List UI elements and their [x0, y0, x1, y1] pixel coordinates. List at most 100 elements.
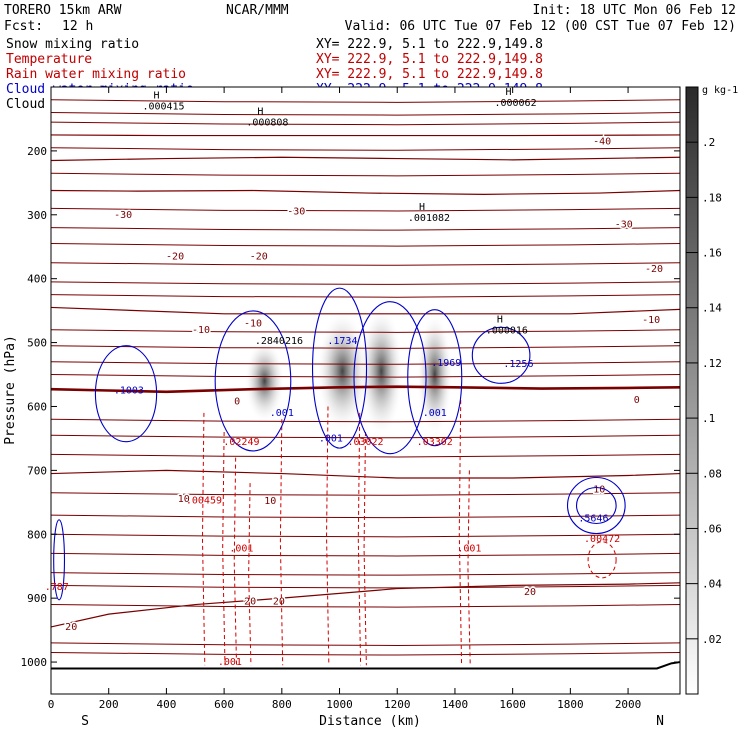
rain-contour: [363, 432, 367, 666]
maximum-label: .001: [319, 434, 343, 445]
isotherm-label: -30: [615, 219, 633, 230]
rain-contour: [326, 406, 330, 666]
colorbar-tick-label: .02: [702, 633, 722, 646]
rain-contour: [587, 541, 617, 579]
rain-contour: [458, 400, 463, 666]
snow-shade-blob: [416, 312, 453, 437]
isotherm-label: 20: [65, 622, 77, 633]
isotherm-label: 10: [593, 485, 605, 496]
axes: 0 200 400 600 800 1000 1200 1400 1600 1800 2000200…: [21, 87, 680, 729]
high-marker: H: [419, 202, 425, 213]
isotherm-line: [50, 572, 681, 576]
isotherm-line: [50, 172, 681, 177]
rain-contour: [201, 412, 206, 666]
cloud-water-contour: [566, 476, 626, 535]
org-label: NCAR/MMM: [226, 3, 289, 18]
maximum-label: .1003: [114, 386, 144, 397]
y-tick-label: 500: [27, 337, 47, 350]
isotherm-line: [50, 514, 681, 519]
isotherm--20: [50, 189, 681, 195]
isotherm-label: -10: [192, 325, 210, 336]
temperature-contours: -40 -30 -30 -30 -20 -20 -20 -10 -10 -10 0 0 10 10 10 20…: [50, 99, 681, 656]
y-tick-label: 800: [27, 528, 47, 541]
isotherm-label: -20: [250, 251, 268, 262]
isotherm-line: [50, 604, 681, 608]
cloud-water-contour: [311, 287, 368, 449]
terrain-line: [51, 661, 681, 670]
maximum-label: .1256: [503, 359, 533, 370]
colorbar-tick-label: .04: [702, 578, 722, 591]
isotherm-line: [50, 492, 681, 496]
colorbar-unit: g kg-1: [702, 85, 738, 96]
colorbar-tick-label: .2: [702, 136, 715, 149]
isotherm-label: 20: [524, 587, 536, 598]
cloud-water-contours: [53, 287, 626, 601]
rain-contour: [357, 412, 362, 666]
rain-contour: [222, 432, 226, 666]
maximum-label: .03022: [347, 437, 383, 448]
colorbar-tick-label: .12: [702, 357, 722, 370]
isotherm-line: [50, 243, 681, 247]
snow-maximum-label: .001082: [408, 213, 450, 224]
colorbar-tick-label: .08: [702, 467, 722, 480]
maximum-label: .02249: [223, 437, 259, 448]
isotherm-label: 10: [264, 496, 276, 507]
plot-frame: [50, 86, 681, 695]
isotherm-line: [50, 584, 681, 589]
x-tick-label: 1200: [384, 698, 411, 711]
legend-entry: Temperature: [6, 52, 92, 67]
x-tick-label: 800: [272, 698, 292, 711]
cloud-water-contour: [575, 486, 617, 525]
isotherm-line: [50, 552, 681, 557]
maximum-label: .2840216: [255, 336, 303, 347]
colorbar-tick-label: .1: [702, 412, 715, 425]
high-marker: H: [154, 90, 160, 101]
isotherm-line: [50, 434, 681, 439]
isotherm-line: [50, 294, 681, 298]
isotherm-line: [50, 533, 681, 538]
isotherm-label: -10: [244, 318, 262, 329]
maximum-label: .00472: [584, 534, 620, 545]
cloud-water-contour: [214, 310, 292, 452]
maximum-label: .03302: [417, 437, 453, 448]
x-tick-label: 1800: [557, 698, 584, 711]
maximum-label: .001: [218, 657, 242, 668]
cloud-water-contour: [353, 301, 427, 455]
isotherm-10: [50, 469, 681, 479]
isotherm-label: -20: [166, 251, 184, 262]
y-tick-label: 400: [27, 273, 47, 286]
isotherm-line: [50, 262, 681, 266]
cloud-water-contour: [94, 345, 158, 443]
y-tick-label: 1000: [21, 656, 48, 669]
cloud-water-contour: [53, 519, 66, 601]
maximum-label: .1969: [431, 358, 461, 369]
x-tick-label: 600: [214, 698, 234, 711]
colorbar-scale: [685, 86, 699, 695]
isotherm-line: [50, 281, 681, 285]
x-tick-label: 1000: [326, 698, 353, 711]
rain-contour: [279, 419, 284, 666]
isotherm-line: [50, 361, 681, 365]
colorbar: .02 .04 .06 .08 .1 .12 .14 .16 .18 .2 g kg-1: [685, 85, 738, 695]
isotherm-line: [50, 453, 681, 458]
snow-maximum-label: .000062: [494, 98, 536, 109]
colorbar-tick-label: .14: [702, 302, 722, 315]
isotherm-0: [50, 385, 681, 394]
isotherm-label: 20: [273, 596, 285, 607]
valid-time: Valid: 06 UTC Tue 07 Feb 12 (00 CST Tue …: [345, 19, 736, 34]
isotherm-label: 20: [244, 596, 256, 607]
colorbar-tick-label: .06: [702, 522, 722, 535]
isotherm-line: [50, 207, 681, 212]
isotherm-line: [50, 374, 681, 378]
isotherm-label: 10: [178, 494, 190, 505]
contour-labels: .1003 .2840216 .1734 .1969 .1256 .5646 .001 .00…: [45, 87, 620, 668]
isotherm-label: 0: [634, 395, 640, 406]
isotherm-label: 0: [234, 396, 240, 407]
model-title: TORERO 15km ARW: [4, 3, 122, 18]
isotherm-line: [50, 227, 681, 231]
isotherm--30: [50, 156, 681, 162]
fcst-label: Fcst:: [4, 19, 43, 34]
x-end-label-south: S: [81, 714, 89, 729]
snow-maximum-label: .000016: [486, 326, 528, 337]
